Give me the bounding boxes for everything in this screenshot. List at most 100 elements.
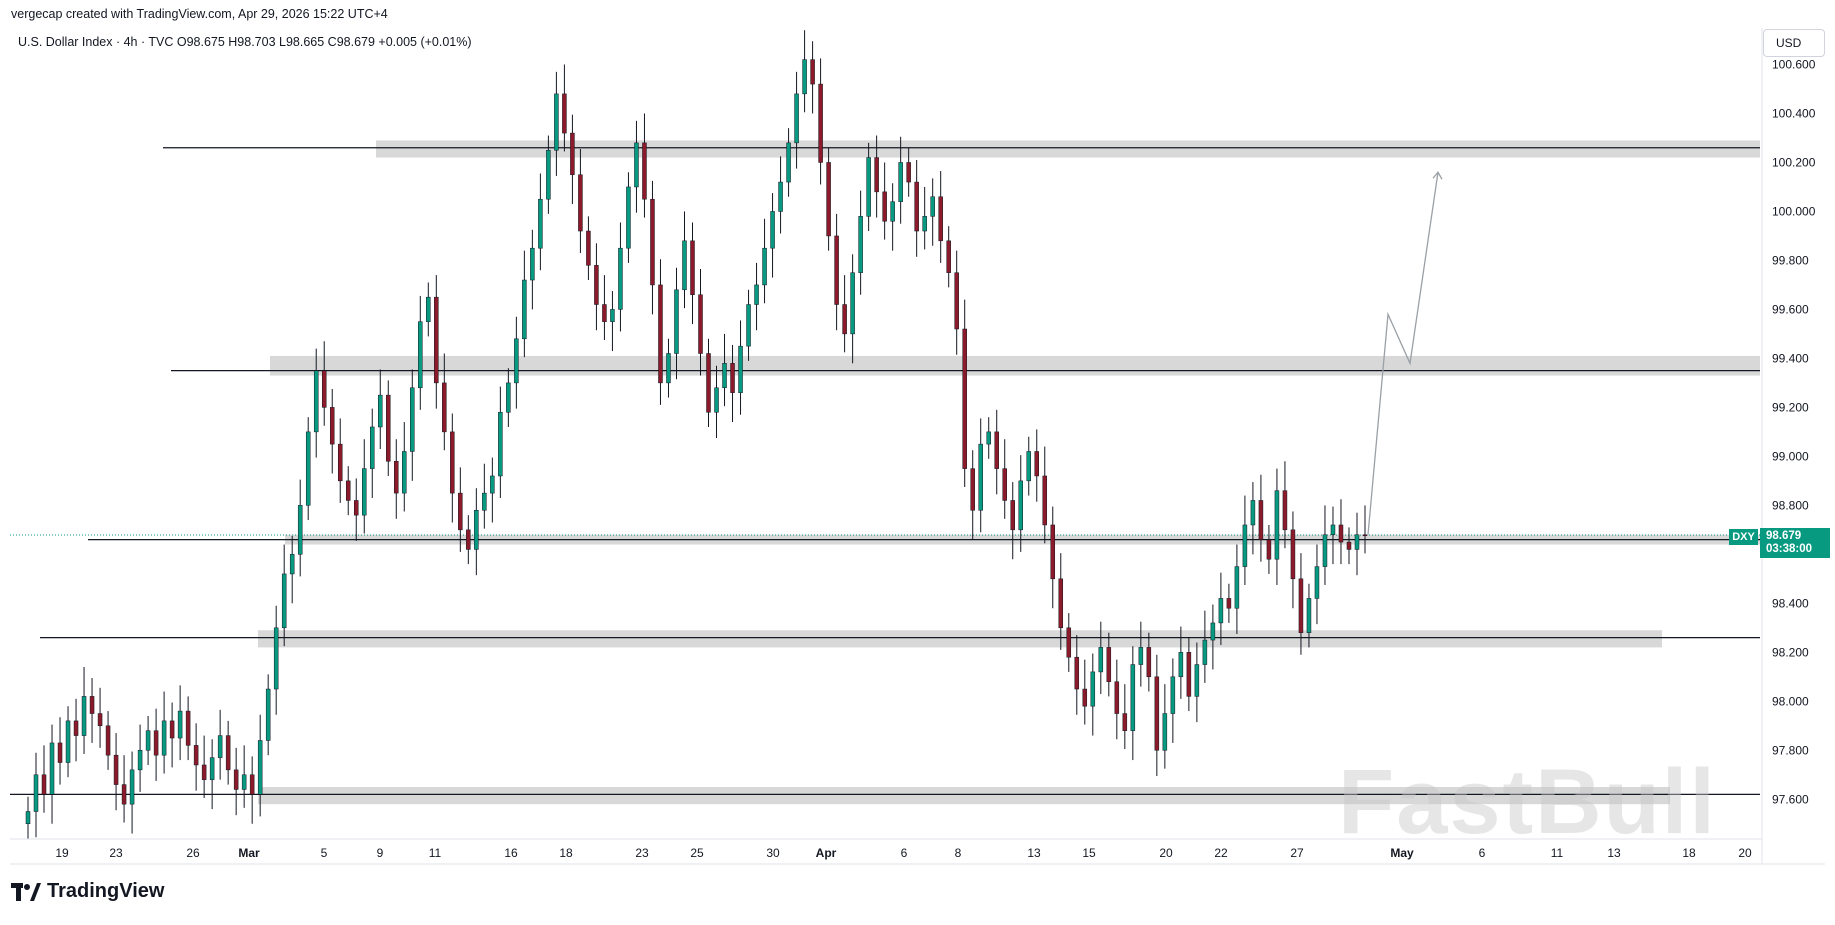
candle-body[interactable]: [442, 382, 447, 433]
candle-body[interactable]: [434, 296, 439, 384]
candle-body[interactable]: [402, 451, 407, 494]
candle-body[interactable]: [353, 500, 359, 516]
tradingview-brand[interactable]: TradingView: [11, 880, 164, 903]
candle-body[interactable]: [1026, 451, 1031, 482]
candle-body[interactable]: [850, 272, 855, 335]
candle-body[interactable]: [1290, 529, 1296, 580]
candle-body[interactable]: [834, 235, 839, 305]
candle-body[interactable]: [674, 289, 679, 354]
candle-body[interactable]: [706, 353, 711, 413]
candle-body[interactable]: [490, 475, 495, 494]
candle-body[interactable]: [273, 627, 279, 690]
candle-body[interactable]: [169, 720, 175, 739]
candle-body[interactable]: [1210, 622, 1216, 641]
candle-body[interactable]: [1362, 534, 1368, 536]
candle-body[interactable]: [498, 412, 503, 477]
candle-body[interactable]: [113, 754, 119, 785]
candle-body[interactable]: [562, 93, 567, 134]
candle-body[interactable]: [1322, 534, 1328, 567]
candle-body[interactable]: [370, 426, 375, 469]
candle-body[interactable]: [506, 382, 511, 413]
candle-body[interactable]: [658, 284, 663, 384]
candle-body[interactable]: [466, 529, 471, 550]
candle-body[interactable]: [1218, 598, 1224, 624]
candle-body[interactable]: [233, 769, 239, 790]
candle-body[interactable]: [1194, 664, 1200, 697]
candle-body[interactable]: [554, 93, 559, 151]
candle-body[interactable]: [1170, 676, 1176, 714]
candle-body[interactable]: [129, 769, 135, 805]
candle-body[interactable]: [1338, 524, 1344, 543]
candle-body[interactable]: [1122, 713, 1128, 731]
candle-body[interactable]: [426, 296, 431, 322]
candle-body[interactable]: [874, 157, 879, 193]
candle-body[interactable]: [930, 196, 935, 217]
candle-body[interactable]: [41, 774, 47, 795]
candle-body[interactable]: [1098, 647, 1104, 673]
candle-body[interactable]: [362, 468, 367, 516]
candle-body[interactable]: [810, 59, 815, 85]
candle-body[interactable]: [666, 353, 671, 384]
candle-body[interactable]: [882, 191, 887, 222]
candle-body[interactable]: [105, 725, 111, 756]
candle-body[interactable]: [970, 468, 975, 511]
candle-body[interactable]: [1066, 627, 1072, 658]
candle-body[interactable]: [762, 247, 767, 286]
candle-body[interactable]: [121, 784, 127, 805]
candle-body[interactable]: [1042, 475, 1048, 526]
currency-selector[interactable]: USD: [1763, 29, 1825, 57]
candle-body[interactable]: [241, 774, 247, 790]
candle-body[interactable]: [954, 272, 959, 330]
candle-body[interactable]: [1258, 500, 1264, 540]
candle-body[interactable]: [81, 696, 87, 736]
candle-body[interactable]: [378, 394, 383, 428]
candle-body[interactable]: [257, 740, 263, 795]
candle-body[interactable]: [866, 157, 871, 217]
sr-zone[interactable]: [376, 140, 1760, 158]
candle-body[interactable]: [1106, 647, 1112, 682]
candle-body[interactable]: [450, 431, 455, 494]
candle-body[interactable]: [1010, 500, 1015, 531]
candle-body[interactable]: [570, 132, 575, 175]
price-axis[interactable]: 100.600 100.400 100.200 100.000 99.800 99.600…: [1772, 57, 1816, 806]
candle-body[interactable]: [858, 216, 863, 273]
candle-body[interactable]: [1354, 534, 1360, 550]
candle-body[interactable]: [193, 745, 199, 766]
candle-body[interactable]: [818, 83, 823, 163]
candle-body[interactable]: [610, 309, 615, 322]
candle-body[interactable]: [177, 710, 183, 739]
candle-body[interactable]: [1050, 524, 1056, 580]
projection-line[interactable]: [1367, 172, 1439, 535]
candle-body[interactable]: [386, 394, 391, 462]
candle-body[interactable]: [1154, 676, 1160, 751]
candle-body[interactable]: [594, 265, 599, 305]
candle-body[interactable]: [345, 480, 351, 501]
candle-body[interactable]: [682, 240, 687, 291]
candle-body[interactable]: [770, 211, 775, 249]
candle-body[interactable]: [914, 181, 919, 232]
candle-body[interactable]: [1282, 490, 1288, 531]
candle-body[interactable]: [714, 387, 719, 413]
candle-body[interactable]: [1138, 647, 1144, 665]
candle-body[interactable]: [786, 142, 791, 183]
candle-body[interactable]: [730, 363, 735, 393]
candle-body[interactable]: [994, 431, 999, 469]
candle-body[interactable]: [458, 492, 463, 531]
candle-body[interactable]: [145, 730, 151, 751]
candle-body[interactable]: [1114, 681, 1120, 714]
candle-body[interactable]: [602, 304, 607, 322]
candle-body[interactable]: [986, 431, 991, 445]
sr-zone[interactable]: [258, 787, 1670, 805]
candle-body[interactable]: [690, 240, 695, 295]
candle-body[interactable]: [289, 554, 295, 575]
candle-body[interactable]: [826, 162, 831, 237]
candle-body[interactable]: [1306, 598, 1312, 633]
sr-zone[interactable]: [270, 355, 1760, 376]
candle-body[interactable]: [1298, 578, 1304, 633]
candle-body[interactable]: [946, 240, 951, 273]
candle-body[interactable]: [161, 720, 167, 756]
candle-body[interactable]: [746, 304, 751, 347]
candle-body[interactable]: [586, 230, 591, 266]
candle-body[interactable]: [1018, 480, 1023, 531]
candle-body[interactable]: [962, 328, 967, 469]
